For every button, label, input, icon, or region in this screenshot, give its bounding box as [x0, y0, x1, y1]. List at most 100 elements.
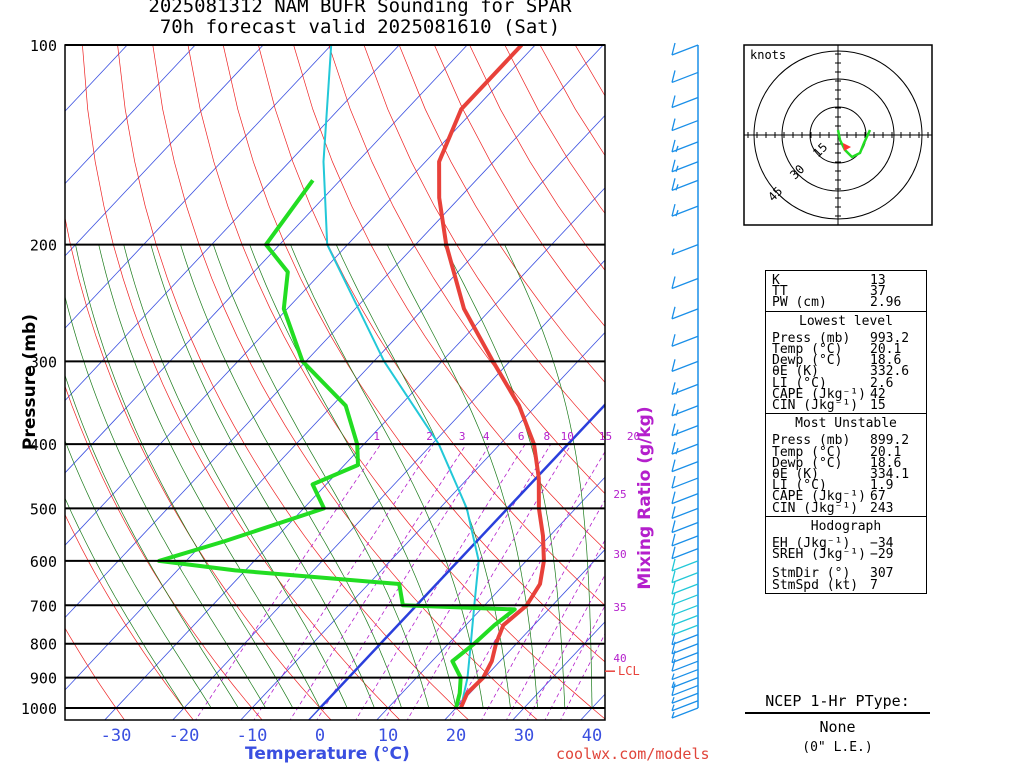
wind-barb-staff: [671, 660, 699, 672]
stats-row: CAPE (Jkg⁻¹) 67: [772, 489, 920, 505]
isotherm-line: [65, 114, 605, 691]
stats-key: Press (mb): [772, 330, 851, 346]
wind-barb-flag: [671, 42, 676, 56]
stats-value: 18.6: [870, 455, 902, 471]
wind-barb: [671, 533, 699, 547]
mixing-ratio-tick: 20: [627, 430, 640, 443]
moist-adiabat: [75, 244, 294, 709]
stats-value: 37: [870, 284, 886, 300]
mixing-ratio-tick: 15: [599, 430, 612, 443]
mixing-ratio-tick: 2: [426, 430, 433, 443]
temperature-tick-label: 10: [378, 726, 398, 746]
wind-barb-half: [675, 429, 679, 436]
wind-barb-staff: [671, 560, 699, 572]
isotherm-line: [65, 45, 264, 257]
wind-barb-flag: [671, 178, 676, 191]
isotherm-line: [65, 45, 604, 619]
dry-adiabat: [152, 45, 539, 720]
wind-barb: [671, 581, 699, 595]
moist-adiabat: [443, 244, 566, 709]
dry-adiabat: [65, 627, 125, 720]
wind-barb-flag: [671, 623, 676, 636]
stats-key: Temp (°C): [772, 444, 843, 460]
stats-value: 18.6: [870, 353, 902, 369]
stats-key: θE (K): [772, 467, 819, 483]
wind-barb-flag: [671, 403, 676, 416]
stats-row: Dewp (°C) 18.6: [772, 353, 920, 369]
stats-value: 7: [870, 577, 878, 593]
mixing-ratio-line: [406, 443, 572, 720]
title-line2: 70h forecast valid 2025081610 (Sat): [159, 16, 561, 38]
dry-adiabat: [65, 216, 332, 720]
wind-barb: [671, 707, 699, 719]
pressure-tick-label: 300: [30, 353, 57, 371]
wind-barb-flag: [671, 506, 676, 519]
pressure-tick-label: 400: [30, 436, 57, 454]
stats-value: 334.1: [870, 467, 910, 483]
wind-barb: [671, 506, 699, 520]
stats-key: StmDir (°): [772, 566, 851, 582]
wind-barb: [671, 95, 699, 109]
wind-barb-flag: [671, 306, 676, 319]
stats-key: K: [772, 273, 780, 288]
wind-barb: [671, 570, 699, 584]
wind-barb-staff: [671, 243, 699, 256]
wind-barb: [671, 203, 699, 217]
wind-barb: [671, 403, 699, 417]
wind-barb: [671, 632, 699, 646]
wind-barb-flag: [671, 442, 676, 455]
wind-barb: [671, 520, 699, 534]
pressure-tick-label: 200: [30, 237, 57, 255]
wind-barb-half: [671, 681, 675, 688]
wind-barb-flag: [671, 558, 676, 572]
isotherm-line: [65, 45, 196, 185]
stats-value: 307: [870, 566, 894, 582]
stats-row: CAPE (Jkg⁻¹) 42: [772, 388, 920, 401]
mixing-ratio-line: [526, 574, 605, 720]
wind-barb: [671, 613, 699, 627]
pressure-tick-label: 900: [30, 670, 57, 688]
wind-barb-flag: [671, 139, 676, 153]
mixing-ratio-line: [316, 443, 491, 720]
wind-barb-flag: [671, 334, 676, 347]
wind-barb-staff: [671, 277, 699, 290]
wind-barb: [671, 592, 699, 606]
wind-barb: [671, 178, 699, 191]
lcl-label: LCL: [618, 664, 640, 678]
dewpoint-trace: [157, 179, 517, 709]
stats-header: Most Unstable: [795, 416, 897, 432]
wind-barb-staff: [671, 335, 699, 347]
credit-text[interactable]: coolwx.com/models: [556, 745, 710, 763]
wind-barb-staff: [671, 360, 699, 372]
wind-barb-staff: [671, 594, 699, 606]
wind-barb-staff: [671, 700, 699, 712]
moist-adiabat: [249, 244, 457, 709]
wind-barb-flag: [671, 613, 676, 626]
wind-barb: [671, 42, 699, 56]
stats-header: Hodograph: [810, 518, 882, 534]
stats-key: CAPE (Jkg⁻¹): [772, 489, 866, 505]
wind-barb-staff: [671, 96, 699, 109]
dry-adiabat: [65, 513, 194, 720]
storm-motion-marker: [843, 143, 851, 151]
mixing-ratio-tick: 4: [483, 430, 490, 443]
isotherm-line: [65, 45, 536, 546]
dry-adiabat: [82, 45, 401, 720]
temperature-tick-label: 20: [446, 726, 466, 746]
wind-barb-flag: [671, 592, 676, 605]
mixing-ratio-tick: 3: [459, 430, 466, 443]
stats-section: Most Unstable Press (mb) 899.2 Temp (°C) 20.…: [766, 413, 926, 516]
dry-adiabat: [258, 45, 605, 606]
temperature-tick-label: 40: [582, 726, 602, 746]
hodograph-label: knots: [750, 48, 786, 62]
moist-adiabat: [65, 374, 239, 709]
title-line1: 2025081312 NAM BUFR Sounding for SPAR: [148, 0, 572, 17]
pressure-tick-label: 800: [30, 636, 57, 654]
mixing-ratio-tick: 6: [518, 430, 525, 443]
dry-adiabat: [65, 385, 263, 720]
wind-barb-flag: [671, 533, 676, 547]
wind-barb-staff: [671, 521, 699, 534]
temperature-tick-label: 0: [315, 726, 325, 746]
wind-barb: [671, 159, 699, 173]
stats-value: 899.2: [870, 433, 910, 449]
